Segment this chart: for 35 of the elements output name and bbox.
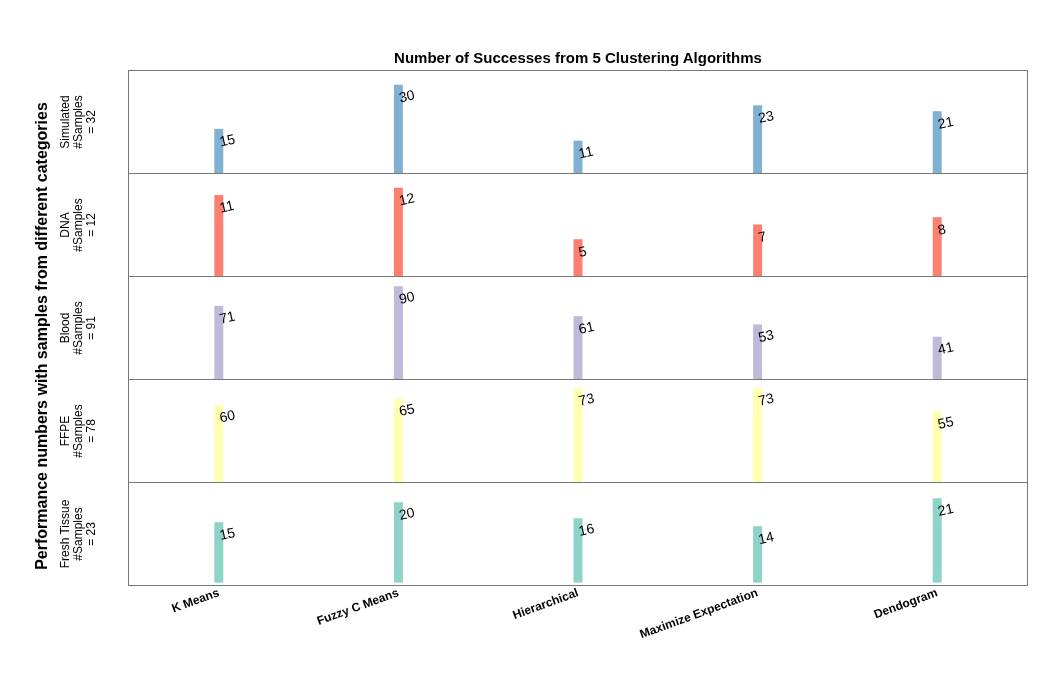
y-axis-title: FFPE #Samples = 78 (57, 403, 98, 458)
data-label: 21 (936, 112, 956, 132)
y-axis-title: DNA #Samples = 12 (57, 197, 98, 252)
data-label: 21 (936, 499, 956, 519)
y-axis-title: Simulated #Samples = 32 (57, 94, 98, 149)
y-axis-title: Fresh Tissue #Samples = 23 (57, 499, 98, 568)
data-label: 55 (936, 412, 956, 432)
x-tick-label: Fuzzy C Means (314, 585, 401, 628)
data-label: 61 (577, 317, 596, 337)
data-label: 71 (217, 307, 237, 327)
bar (753, 224, 763, 276)
data-label: 12 (397, 189, 417, 209)
data-label: 41 (936, 338, 956, 358)
data-label: 14 (756, 528, 776, 548)
data-label: 23 (756, 106, 776, 127)
data-label: 60 (217, 406, 237, 426)
data-label: 7 (756, 227, 768, 246)
data-label: 11 (577, 142, 595, 162)
x-tick-label: K Means (169, 585, 222, 616)
data-label: 5 (577, 242, 589, 260)
data-label: 90 (397, 287, 417, 307)
data-label: 15 (217, 130, 237, 150)
data-label: 73 (577, 389, 596, 409)
data-label: 16 (577, 519, 596, 539)
text: Performance numbers with samples from different categories (33, 102, 51, 570)
data-label: 53 (756, 326, 776, 346)
data-label: 20 (397, 503, 417, 523)
data-label: 8 (936, 220, 948, 238)
y-axis-title: Blood #Samples = 91 (57, 300, 98, 355)
data-label: 15 (217, 523, 237, 544)
data-label: 73 (756, 389, 776, 409)
data-label: 11 (217, 196, 236, 216)
data-label: 65 (397, 399, 417, 420)
data-label: 30 (397, 86, 417, 106)
chart-title: Number of Successes from 5 Clustering Algorithms (393, 48, 763, 68)
